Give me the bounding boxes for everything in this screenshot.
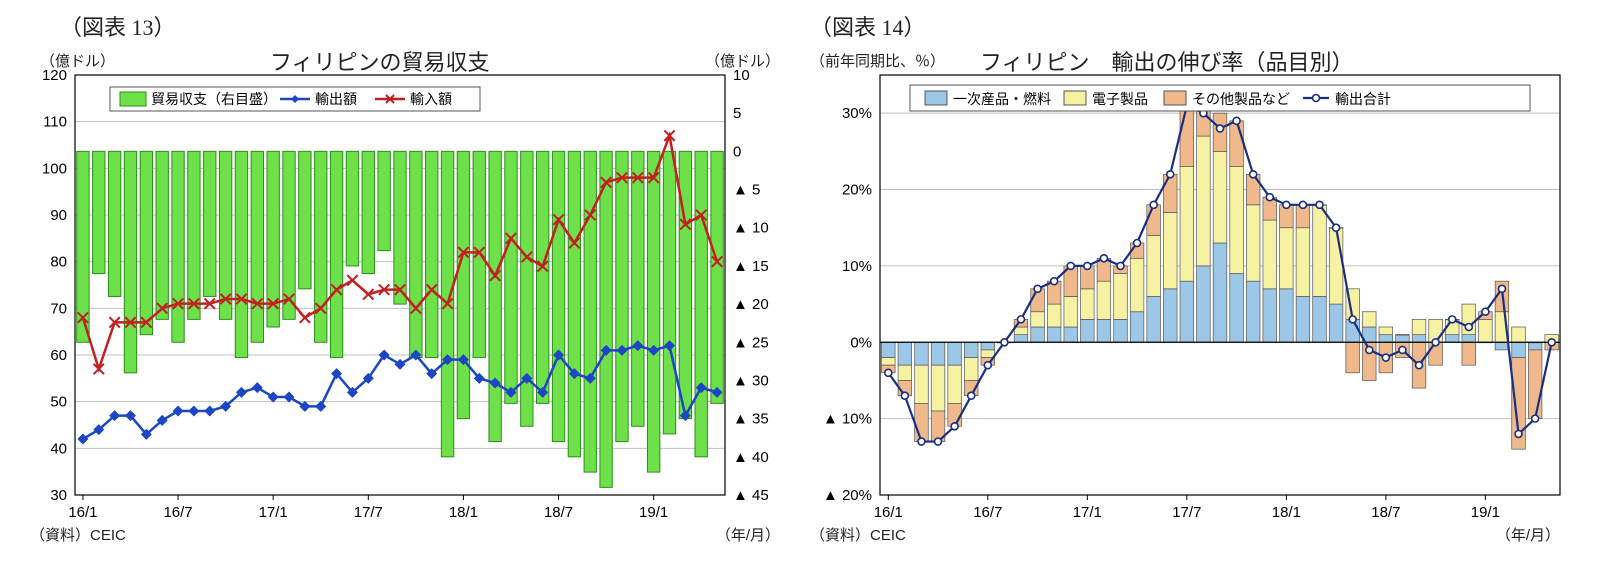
chart-14-panel: （図表 14） （前年同期比、％） フィリピン 輸出の伸び率（品目別） （資料）…: [810, 10, 1580, 555]
svg-text:輸出額: 輸出額: [315, 91, 357, 107]
svg-text:▲ 5: ▲ 5: [733, 182, 760, 199]
svg-text:16/7: 16/7: [973, 504, 1002, 521]
svg-text:18/7: 18/7: [1371, 504, 1400, 521]
svg-text:10%: 10%: [842, 258, 872, 275]
svg-text:10: 10: [733, 67, 750, 84]
svg-text:17/1: 17/1: [259, 504, 288, 521]
svg-text:その他製品など: その他製品など: [1192, 91, 1290, 107]
svg-text:19/1: 19/1: [1471, 504, 1500, 521]
svg-text:90: 90: [50, 207, 67, 224]
chart-14-svg: ▲ 20% ▲ 10% 0% 10% 20% 30% 16/1 16/7 17/1 17/7 18/…: [810, 10, 1580, 555]
svg-text:100: 100: [42, 160, 67, 177]
svg-text:16/1: 16/1: [68, 504, 97, 521]
svg-text:▲ 25: ▲ 25: [733, 334, 769, 351]
svg-text:50: 50: [50, 394, 67, 411]
svg-text:120: 120: [42, 67, 67, 84]
svg-text:貿易収支（右目盛）: 貿易収支（右目盛）: [151, 91, 277, 107]
svg-text:40: 40: [50, 440, 67, 457]
svg-text:17/1: 17/1: [1073, 504, 1102, 521]
svg-text:▲ 20: ▲ 20: [733, 296, 769, 313]
svg-text:60: 60: [50, 347, 67, 364]
svg-text:0%: 0%: [850, 334, 872, 351]
svg-text:▲ 10: ▲ 10: [733, 220, 769, 237]
svg-text:▲ 45: ▲ 45: [733, 487, 769, 504]
svg-text:▲ 35: ▲ 35: [733, 411, 769, 428]
svg-text:30: 30: [50, 487, 67, 504]
svg-text:30%: 30%: [842, 105, 872, 122]
svg-text:17/7: 17/7: [354, 504, 383, 521]
svg-text:電子製品: 電子製品: [1092, 91, 1148, 107]
chart-13-panel: （図表 13） （億ドル） （億ドル） フィリピンの貿易収支 （資料）CEIC …: [20, 10, 790, 555]
svg-text:▲ 20%: ▲ 20%: [823, 487, 872, 504]
svg-text:18/7: 18/7: [544, 504, 573, 521]
svg-text:▲ 30: ▲ 30: [733, 372, 769, 389]
svg-text:110: 110: [43, 114, 67, 131]
svg-text:一次産品・燃料: 一次産品・燃料: [953, 91, 1051, 107]
svg-text:80: 80: [50, 254, 67, 271]
svg-text:0: 0: [733, 143, 741, 160]
svg-text:輸出合計: 輸出合計: [1335, 91, 1391, 107]
chart-13-svg: 30405060708090100110120▲ 45▲ 40▲ 35▲ 30▲…: [20, 10, 790, 555]
svg-text:70: 70: [50, 300, 67, 317]
svg-text:▲ 40: ▲ 40: [733, 449, 769, 466]
svg-text:20%: 20%: [842, 182, 872, 199]
svg-text:16/1: 16/1: [874, 504, 903, 521]
svg-text:▲ 15: ▲ 15: [733, 258, 769, 275]
svg-text:5: 5: [733, 105, 741, 122]
svg-text:輸入額: 輸入額: [410, 91, 452, 107]
svg-text:▲ 10%: ▲ 10%: [823, 411, 872, 428]
svg-text:18/1: 18/1: [1272, 504, 1301, 521]
svg-text:17/7: 17/7: [1172, 504, 1201, 521]
svg-text:18/1: 18/1: [449, 504, 478, 521]
svg-text:19/1: 19/1: [639, 504, 668, 521]
svg-text:16/7: 16/7: [163, 504, 192, 521]
